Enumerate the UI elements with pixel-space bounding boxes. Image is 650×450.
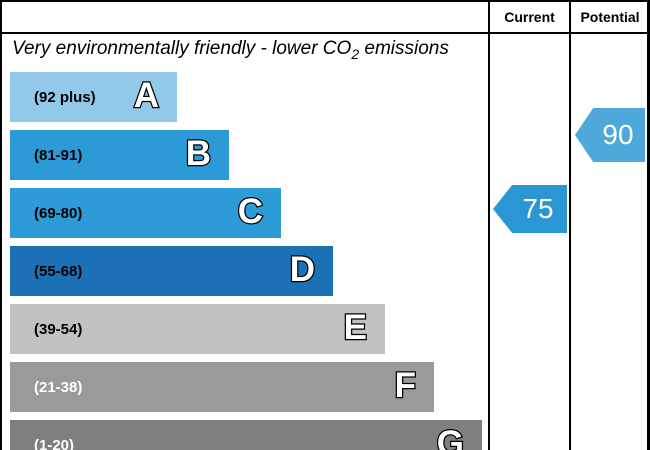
band-letter: B [184,134,212,174]
band-row-g: (1-20) G [10,420,482,450]
band-letter: F [393,366,417,406]
chart-title-suffix: emissions [359,38,449,59]
potential-column-header: Potential [571,2,647,32]
current-rating-arrow: 75 [493,185,567,233]
potential-rating-value: 90 [602,119,634,150]
band-range-label: (21-38) [34,378,83,396]
potential-column-divider [569,2,571,450]
potential-column-label: Potential [580,9,640,25]
band-letter: E [342,308,368,348]
chart-title: Very environmentally friendly - lower CO… [12,38,484,62]
potential-rating-arrow: 90 [575,108,645,162]
band-letter: C [236,192,264,232]
band-range-label: (1-20) [34,436,75,450]
band-letter: G [436,424,466,450]
band-range-label: (55-68) [34,262,83,280]
chart-title-text: Very environmentally friendly - lower CO [12,38,352,59]
band-letter: A [132,76,160,116]
band-range-label: (69-80) [34,204,83,222]
band-row-d: (55-68) D [10,246,333,296]
band-letter: D [288,250,316,290]
chart-title-subscript: 2 [351,45,360,62]
band-range-label: (92 plus) [34,88,96,106]
band-row-b: (81-91) B [10,130,229,180]
band-row-f: (21-38) F [10,362,434,412]
band-range-label: (81-91) [34,146,83,164]
header-divider [2,32,647,34]
band-row-e: (39-54) E [10,304,385,354]
current-column-header: Current [490,2,569,32]
band-row-c: (69-80) C [10,188,281,238]
current-column-label: Current [504,9,555,25]
current-column-divider [488,2,490,450]
band-row-a: (92 plus) A [10,72,177,122]
current-rating-value: 75 [522,193,554,224]
band-range-label: (39-54) [34,320,83,338]
